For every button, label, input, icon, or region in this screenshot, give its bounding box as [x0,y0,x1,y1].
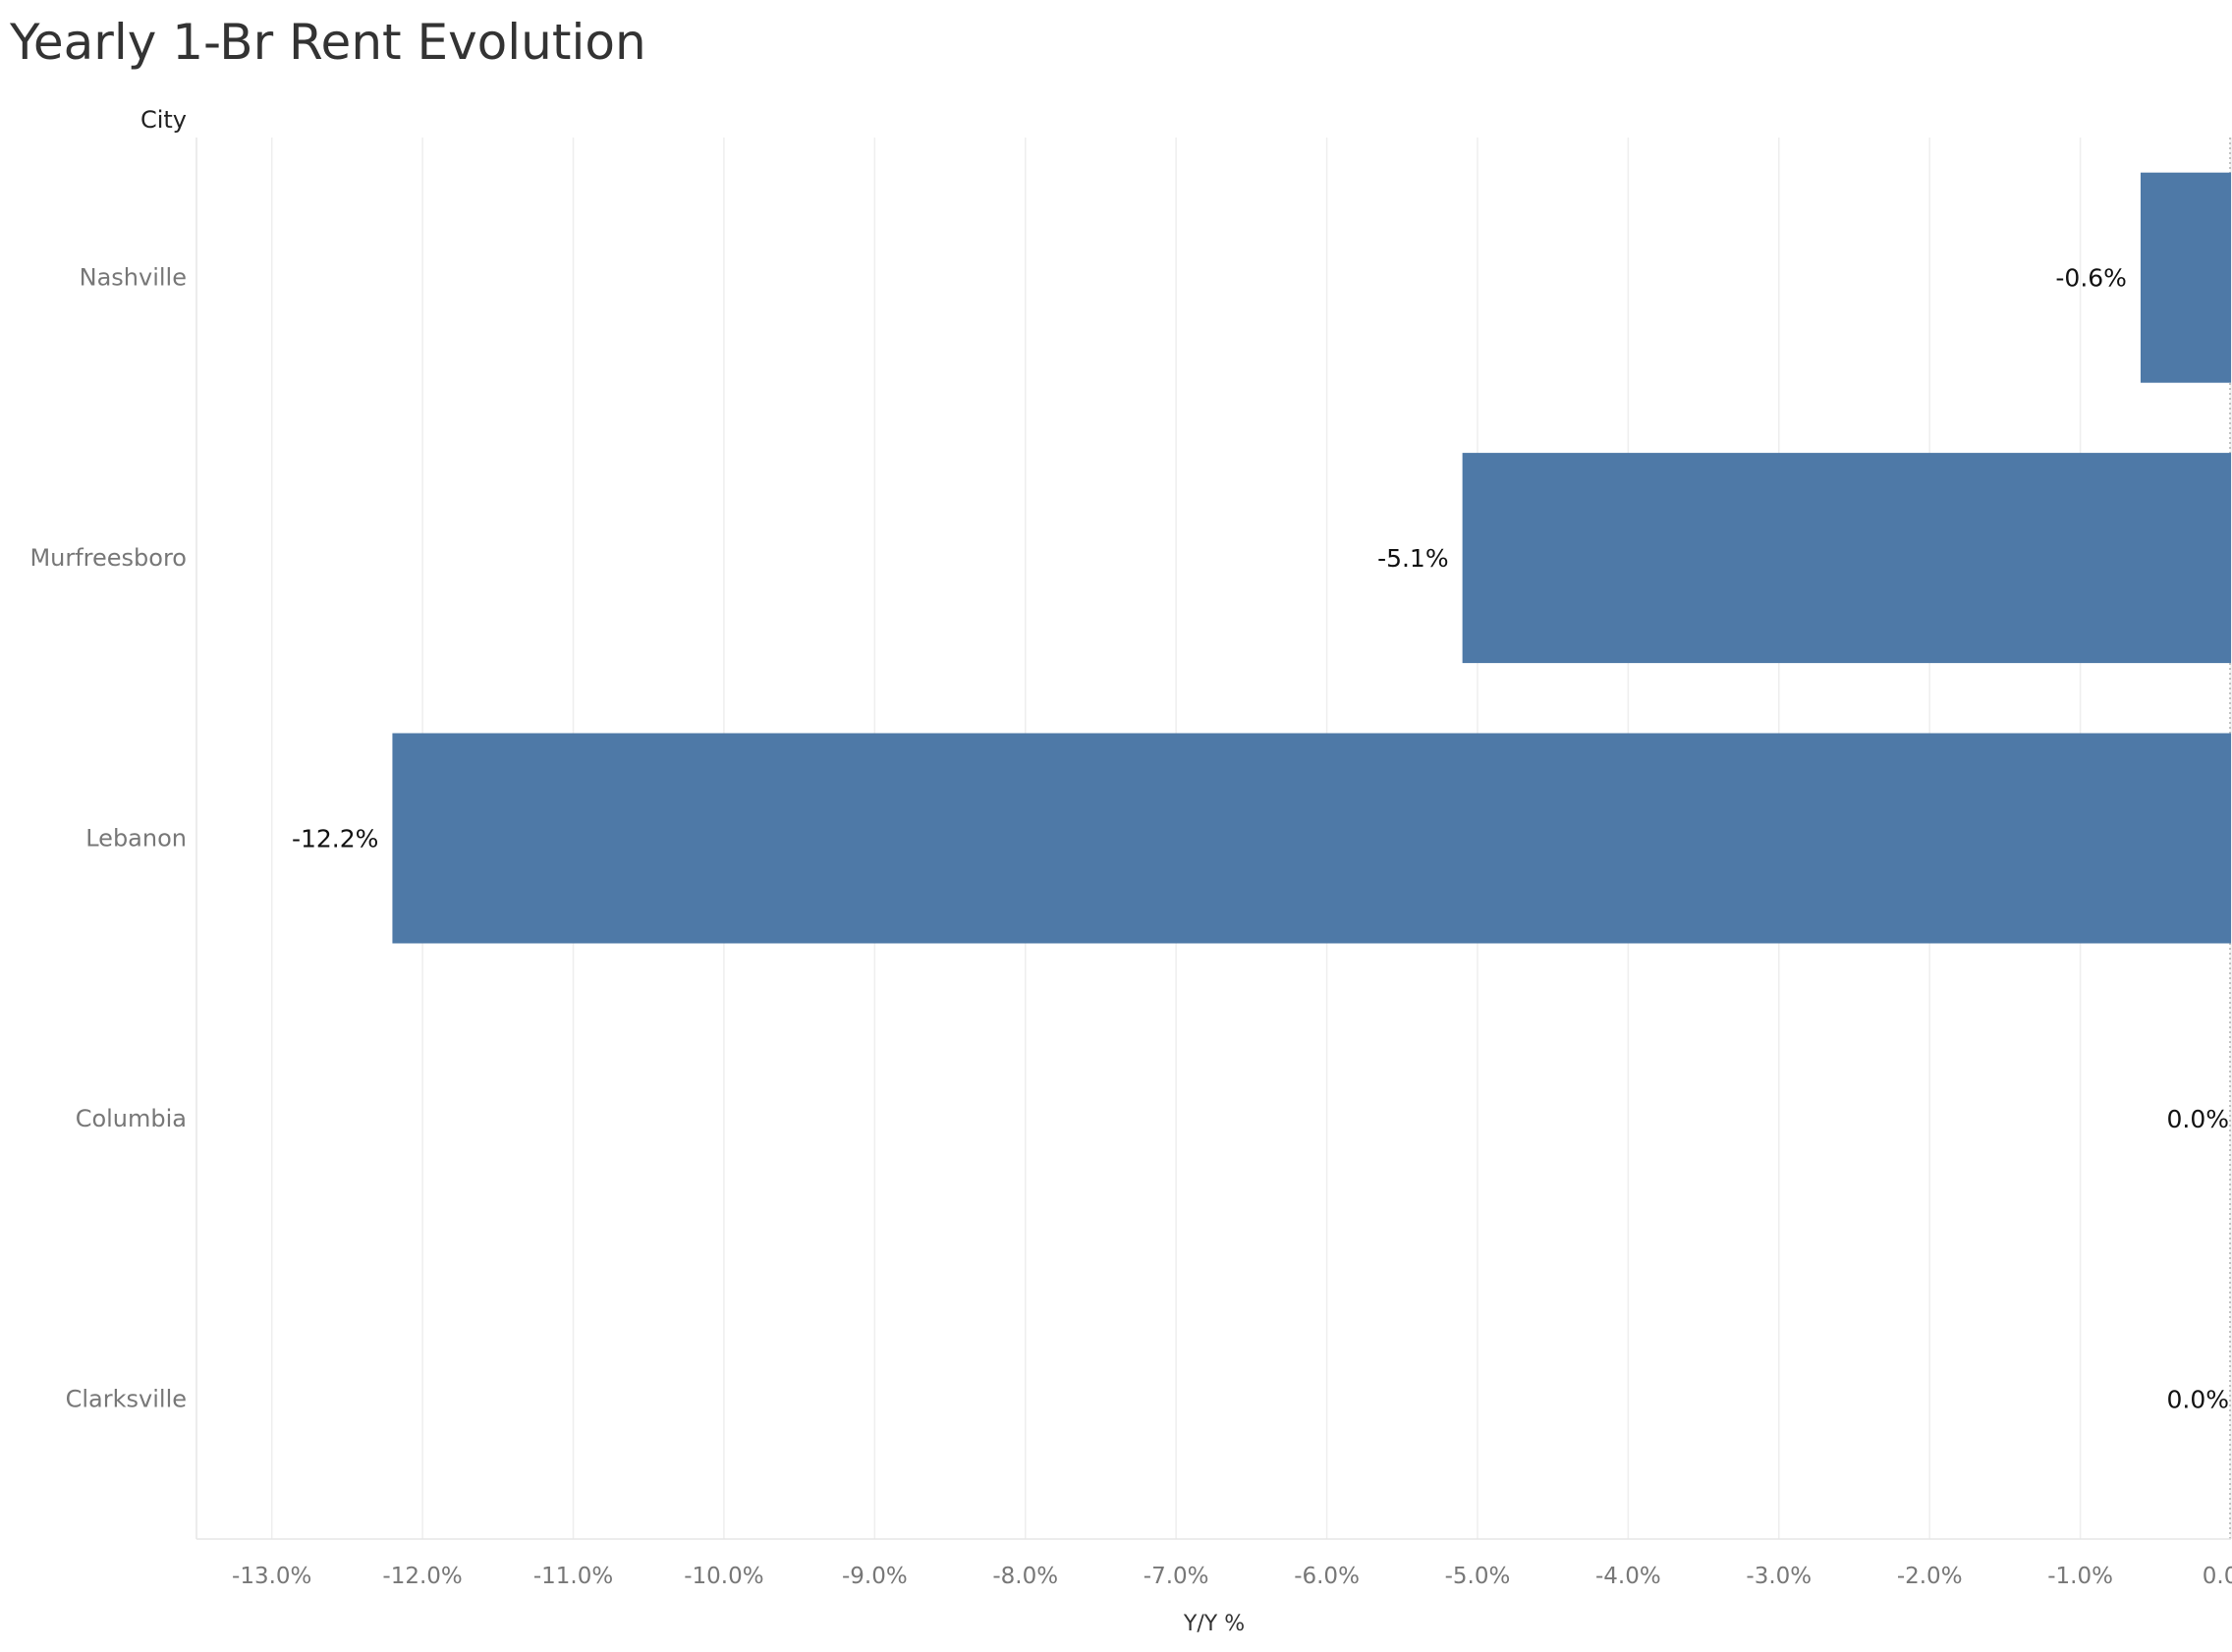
category-labels: Nashville Murfreesboro Lebanon Columbia Clar… [29,264,187,1413]
x-tick-label: -12.0% [382,1564,462,1589]
x-tick-label: 0.0% [2203,1564,2232,1589]
x-tick-label: -3.0% [1746,1564,1812,1589]
bar-value-label: -0.6% [2055,264,2127,293]
data-labels: -0.6% -5.1% -12.2% 0.0% 0.0% [292,264,2229,1414]
bar[interactable] [2140,172,2231,383]
bar[interactable] [1462,453,2231,664]
x-tick-label: -11.0% [533,1564,613,1589]
chart-title: Yearly 1-Br Rent Evolution [10,14,646,71]
x-tick-label: -9.0% [842,1564,908,1589]
category-label: Columbia [76,1105,187,1132]
bars [392,172,2231,944]
x-axis-ticks: -13.0% -12.0% -11.0% -10.0% -9.0% -8.0% -7.0% -… [232,1564,2232,1589]
x-axis-title: Y/Y % [1183,1612,1245,1636]
x-tick-label: -1.0% [2047,1564,2113,1589]
bar-value-label: -5.1% [1377,544,1449,573]
bar-value-label: 0.0% [2166,1105,2229,1133]
category-label: Nashville [80,264,187,292]
bar-value-label: 0.0% [2166,1385,2229,1413]
category-label: Murfreesboro [29,544,187,572]
row-header-label: City [140,106,187,134]
x-tick-label: -4.0% [1595,1564,1661,1589]
bar-value-label: -12.2% [292,825,378,854]
bar[interactable] [392,733,2231,944]
x-tick-label: -10.0% [684,1564,763,1589]
x-tick-label: -13.0% [232,1564,311,1589]
x-tick-label: -8.0% [992,1564,1058,1589]
x-tick-label: -2.0% [1897,1564,1963,1589]
x-tick-label: -7.0% [1144,1564,1209,1589]
x-tick-label: -5.0% [1445,1564,1511,1589]
category-label: Clarksville [66,1385,187,1412]
x-tick-label: -6.0% [1294,1564,1360,1589]
category-label: Lebanon [85,825,187,853]
